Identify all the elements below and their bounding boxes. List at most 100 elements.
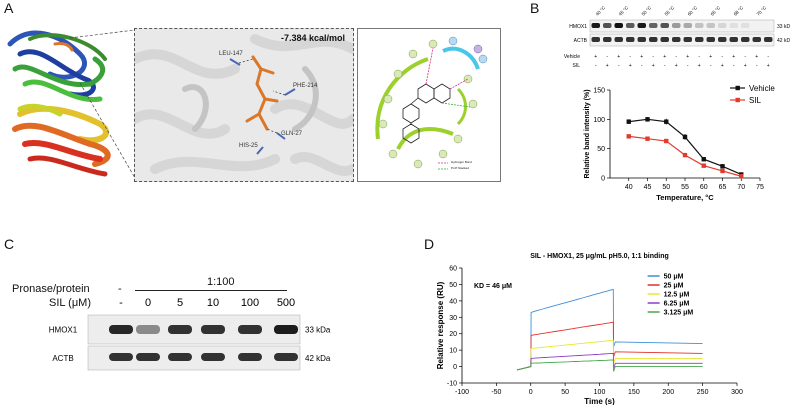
- hmox1-band: [706, 23, 715, 28]
- y-tick-label: 100: [593, 117, 605, 124]
- treatment-sign: +: [709, 54, 712, 60]
- data-point: [720, 164, 725, 169]
- blot-row-label: ACTB: [52, 354, 73, 363]
- x-axis-label: Time (s): [584, 397, 615, 405]
- sil-concentration-value: 100: [241, 297, 259, 309]
- actb-band: [603, 37, 612, 42]
- panel-letter-c: C: [4, 236, 15, 252]
- actb-band: [168, 353, 192, 361]
- data-point: [682, 152, 688, 158]
- blot-strip: [589, 19, 775, 33]
- pronase-label: Pronase/protein: [12, 283, 90, 295]
- treatment-sign: -: [618, 63, 620, 69]
- pronase-dash: -: [118, 283, 122, 295]
- y-axis-label: Relative band intensity (%): [584, 89, 591, 178]
- treatment-sign: -: [698, 54, 700, 60]
- hmox1-band: [672, 23, 681, 28]
- sensorgram-curve: [516, 339, 703, 371]
- interaction-2d-diagram: Hydrogen Bond Pi-Pi Stacked: [357, 28, 501, 182]
- blot-row-label: HMOX1: [49, 326, 78, 335]
- data-point: [645, 136, 650, 141]
- hmox1-band: [201, 325, 225, 334]
- x-tick-label: -50: [491, 389, 501, 396]
- actb-band: [109, 353, 133, 361]
- legend-label: SIL: [749, 96, 762, 105]
- actb-band: [672, 37, 681, 42]
- y-tick-label: 50: [597, 146, 605, 153]
- actb-band: [591, 37, 600, 42]
- actb-band: [238, 353, 262, 361]
- hmox1-band: [274, 325, 298, 334]
- sil-concentration-value: 5: [177, 297, 183, 309]
- hmox1-band: [649, 23, 658, 28]
- blot-row-label: ACTB: [574, 38, 588, 44]
- treatment-sign: -: [664, 63, 666, 69]
- y-tick-label: 30: [449, 315, 457, 322]
- sensorgram-curve: [516, 352, 703, 371]
- actb-band: [614, 37, 623, 42]
- treatment-sign: -: [710, 63, 712, 69]
- y-tick-label: 0: [453, 364, 457, 371]
- data-point: [626, 134, 631, 139]
- treatment-sign: -: [721, 54, 723, 60]
- hmox1-band: [614, 23, 623, 28]
- actb-band: [201, 353, 225, 361]
- binding-energy: -7.384 kcal/mol: [281, 33, 346, 43]
- x-tick-label: -100: [455, 389, 469, 396]
- treatment-sign: +: [629, 63, 632, 69]
- sil-concentration-label: SIL (μM): [49, 297, 91, 309]
- temperature-header: 68 °C: [733, 5, 745, 17]
- data-point: [664, 138, 669, 144]
- treatment-sign: -: [606, 54, 608, 60]
- temperature-header: 60 °C: [687, 5, 699, 17]
- actb-band: [274, 353, 298, 361]
- hmox1-band: [695, 23, 704, 28]
- treatment-sign: +: [663, 54, 666, 60]
- legend-label: 12.5 μM: [664, 292, 690, 299]
- sensorgram-curve: [516, 359, 703, 372]
- y-tick-label: 20: [449, 331, 457, 338]
- hmox1-band: [603, 23, 612, 28]
- hmox1-band: [683, 23, 692, 28]
- legend-label: 6.25 μM: [664, 301, 690, 308]
- actb-band: [718, 37, 727, 42]
- hmox1-band: [238, 325, 262, 334]
- legend-marker: [735, 85, 740, 91]
- treatment-sign: +: [732, 54, 735, 60]
- legend-label: Vehicle: [749, 84, 775, 93]
- x-tick-label: 55: [681, 184, 689, 191]
- y-tick-label: 150: [593, 88, 605, 95]
- x-tick-label: 250: [697, 389, 709, 396]
- treatment-sign: -: [756, 63, 758, 69]
- treatment-sign: +: [640, 54, 643, 60]
- sensorgram-curve: [516, 288, 703, 371]
- actb-band: [752, 37, 761, 42]
- thermal-shift-chart: 0 50 100 150 40 45 50 55 60 65 70 75 Temperature, °C…: [584, 84, 775, 202]
- sil-concentration-value: 500: [277, 297, 295, 309]
- residue-label-2: PHE-214: [293, 83, 318, 89]
- panel-letter-d: D: [424, 236, 435, 252]
- sil-concentration-value: 10: [207, 297, 219, 309]
- treatment-sign: -: [733, 63, 735, 69]
- hmox1-band: [136, 325, 160, 334]
- treatment-sign: +: [721, 63, 724, 69]
- treatment-sign: -: [652, 54, 654, 60]
- legend-hbond: Hydrogen Bond: [451, 160, 472, 164]
- y-tick-label: 0: [601, 176, 605, 183]
- temperature-header: 70 °C: [756, 5, 768, 17]
- treatment-sign: +: [606, 63, 609, 69]
- x-axis-label: Temperature, °C: [656, 193, 714, 202]
- y-tick-label: 50: [449, 282, 457, 289]
- chart-title: SIL - HMOX1, 25 μg/mL pH5.0, 1:1 binding: [530, 253, 669, 260]
- sil-concentration-value: -: [119, 297, 123, 309]
- actb-band: [660, 37, 669, 42]
- dares-western-blot: - 0 5 10 100 500 HMOX1 33 kDa ACTB 42 kDa: [49, 297, 331, 371]
- x-tick-label: 150: [628, 389, 640, 396]
- treatment-sign: +: [686, 54, 689, 60]
- x-tick-label: 45: [644, 184, 652, 191]
- treatment-sign: +: [767, 63, 770, 69]
- hmox1-band: [729, 23, 738, 28]
- docking-closeup-art: [135, 34, 353, 176]
- y-tick-label: 60: [449, 266, 457, 273]
- treatment-sign: -: [641, 63, 643, 69]
